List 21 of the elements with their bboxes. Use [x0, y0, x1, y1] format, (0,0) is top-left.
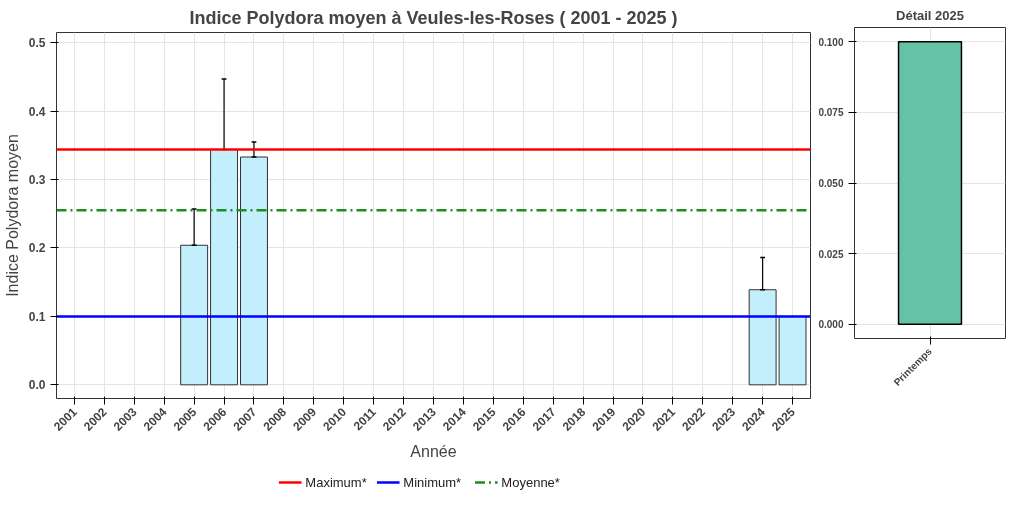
y-tick-label: 0.4	[28, 104, 46, 119]
y-tick-label: 0.075	[818, 107, 844, 119]
y-tick-label: 0.3	[28, 173, 46, 188]
y-axis-title: Indice Polydora moyen	[3, 134, 21, 297]
legend-label: Maximum*	[305, 475, 367, 490]
chart-title: Indice Polydora moyen à Veules-les-Roses ( 2001 - 2025 )	[189, 7, 678, 28]
y-tick-label: 0.100	[818, 36, 844, 48]
legend-label: Minimum*	[403, 475, 462, 490]
bar	[180, 244, 209, 386]
bar	[240, 156, 268, 386]
chart-title: Détail 2025	[896, 7, 964, 23]
x-axis-title: Année	[410, 442, 457, 460]
y-tick-label: 0.050	[818, 178, 844, 189]
y-tick-label: 0.5	[28, 36, 46, 51]
bar	[210, 148, 239, 386]
y-tick-label: 0.0	[28, 378, 46, 393]
y-tick-label: 0.025	[818, 248, 844, 260]
y-tick-label: 0.000	[818, 319, 844, 331]
y-tick-label: 0.2	[28, 241, 46, 256]
legend-label: Moyenne*	[501, 475, 560, 490]
y-tick-label: 0.1	[28, 309, 46, 324]
